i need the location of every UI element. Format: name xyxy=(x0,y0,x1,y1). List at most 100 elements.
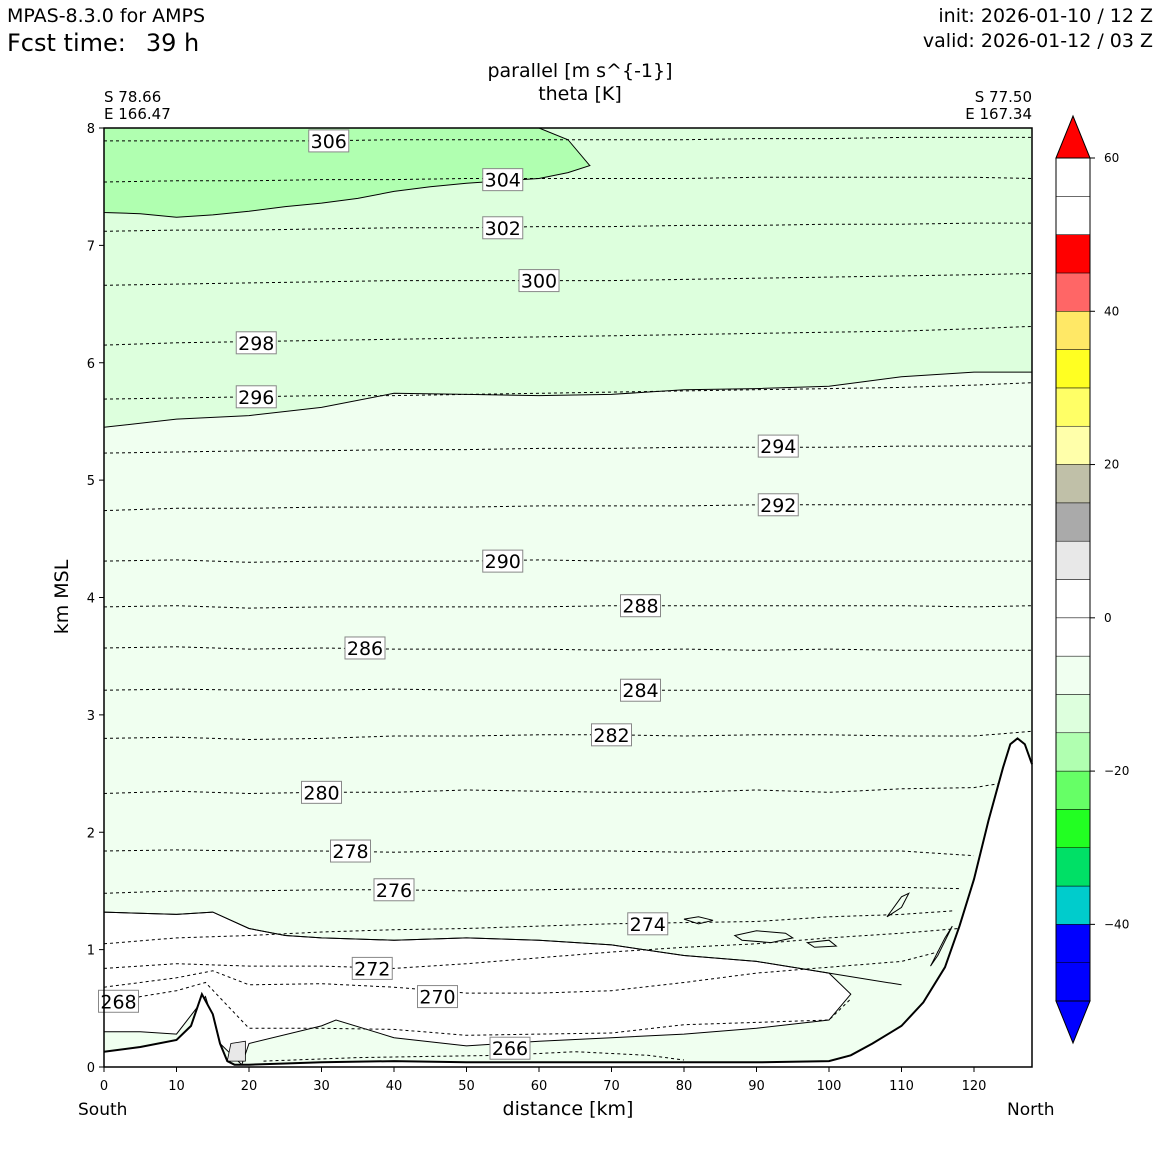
wind-contour-minus10 xyxy=(103,371,1032,428)
colorbar-segment xyxy=(1055,809,1091,848)
colorbar-tick-label: 40 xyxy=(1104,304,1119,318)
theta-label-box xyxy=(417,985,458,1009)
theta-label-text: 298 xyxy=(238,333,274,355)
theta-contour-272 xyxy=(103,928,960,969)
theta-label-276: 276 xyxy=(373,878,415,902)
theta-label-box xyxy=(235,331,277,355)
theta-contour-266 xyxy=(263,1051,685,1062)
theta-label-box xyxy=(620,678,661,702)
theta-contour-294 xyxy=(103,445,1032,454)
theta-label-box xyxy=(757,493,799,517)
theta-label-292: 292 xyxy=(757,493,799,517)
theta-label-text: 272 xyxy=(354,958,390,980)
theta-label-306: 306 xyxy=(308,129,350,153)
theta-label-274: 274 xyxy=(627,912,669,936)
theta-contour-274 xyxy=(103,910,953,945)
colorbar-segment xyxy=(1055,617,1091,657)
theta-label-288: 288 xyxy=(620,594,661,618)
theta-label-270: 270 xyxy=(417,985,458,1009)
theta-contour-290 xyxy=(103,559,1032,563)
theta-label-box xyxy=(301,780,342,804)
theta-contour-304 xyxy=(103,176,1033,183)
theta-contour-306 xyxy=(104,136,1032,142)
colorbar-segment xyxy=(1055,502,1091,542)
colorbar-under-arrow xyxy=(1055,1000,1091,1045)
colorbar-segment xyxy=(1055,655,1091,695)
theta-label-300: 300 xyxy=(518,269,560,293)
theta-label-text: 290 xyxy=(485,551,521,573)
theta-label-box xyxy=(627,912,669,936)
terrain-outline xyxy=(103,737,1033,1066)
start-point-lat: S 78.66 xyxy=(104,88,162,106)
x-tick-label: 10 xyxy=(168,1079,185,1094)
start-point-coords: S 78.66 E 166.47 xyxy=(104,89,171,123)
x-tick-label: 70 xyxy=(603,1079,620,1094)
theta-contour-288 xyxy=(103,605,1033,609)
theta-label-278: 278 xyxy=(330,839,371,863)
theta-label-text: 302 xyxy=(485,218,521,240)
theta-label-text: 278 xyxy=(332,841,368,863)
y-tick-label: 1 xyxy=(87,944,95,959)
colorbar-segment xyxy=(1055,540,1091,580)
theta-label-box xyxy=(351,956,393,980)
theta-label-text: 270 xyxy=(419,987,455,1009)
theta-label-290: 290 xyxy=(482,549,524,573)
theta-label-286: 286 xyxy=(344,636,386,660)
theta-label-text: 294 xyxy=(760,436,796,458)
colorbar-segment xyxy=(1055,157,1091,197)
theta-label-box xyxy=(98,989,139,1013)
theta-label-268: 268 xyxy=(98,989,139,1013)
wind-contour-minus5 xyxy=(103,911,902,986)
wind-region-positive xyxy=(226,1040,246,1062)
theta-label-282: 282 xyxy=(591,723,632,747)
wind-contour-blob xyxy=(733,930,795,944)
terrain-fill xyxy=(104,738,1032,1067)
theta-contour-292 xyxy=(103,504,1032,512)
colorbar-over-arrow xyxy=(1055,114,1091,159)
chart-title-wind: parallel [m s^{-1}] xyxy=(487,60,673,82)
y-tick-label: 0 xyxy=(87,1061,95,1076)
forecast-time: Fcst time: 39 h xyxy=(7,29,199,57)
colorbar-tick-label: −40 xyxy=(1104,917,1129,931)
theta-label-text: 306 xyxy=(311,131,347,153)
theta-label-text: 286 xyxy=(347,638,383,660)
x-tick-label: 90 xyxy=(748,1079,765,1094)
theta-label-box xyxy=(330,839,371,863)
north-end-label: North xyxy=(1007,1100,1055,1120)
y-tick-label: 4 xyxy=(87,592,95,607)
theta-label-box xyxy=(373,878,415,902)
theta-contour-276 xyxy=(103,886,960,894)
theta-contour-286 xyxy=(103,646,1032,651)
x-tick-label: 110 xyxy=(889,1079,914,1094)
theta-label-text: 300 xyxy=(521,271,557,293)
south-end-label: South xyxy=(78,1100,128,1120)
theta-label-box xyxy=(308,129,350,153)
wind-region-minus15 xyxy=(104,128,1032,428)
colorbar-segment xyxy=(1055,847,1091,887)
colorbar-segment xyxy=(1055,234,1091,274)
colorbar-segment xyxy=(1055,962,1091,1002)
theta-label-box xyxy=(591,723,632,747)
theta-label-284: 284 xyxy=(620,678,661,702)
wind-contour-blob xyxy=(886,892,910,918)
theta-label-box xyxy=(482,216,524,240)
colorbar-segment xyxy=(1055,885,1091,925)
theta-label-text: 276 xyxy=(376,880,412,902)
init-time: init: 2026-01-10 / 12 Z xyxy=(938,5,1153,27)
y-axis-label: km MSL xyxy=(51,559,73,635)
colorbar-segment xyxy=(1055,770,1091,810)
theta-contour-268 xyxy=(103,981,852,1036)
x-tick-label: 20 xyxy=(241,1079,258,1094)
valid-time: valid: 2026-01-12 / 03 Z xyxy=(922,30,1153,52)
theta-label-box xyxy=(518,269,560,293)
theta-label-296: 296 xyxy=(235,385,277,409)
theta-label-box xyxy=(757,434,799,458)
theta-label-box xyxy=(489,1036,531,1060)
y-tick-label: 5 xyxy=(87,474,95,489)
x-tick-label: 0 xyxy=(100,1079,108,1094)
theta-label-280: 280 xyxy=(301,780,342,804)
y-tick-label: 7 xyxy=(87,239,95,254)
theta-label-text: 274 xyxy=(630,914,666,936)
theta-contour-270 xyxy=(103,951,938,994)
